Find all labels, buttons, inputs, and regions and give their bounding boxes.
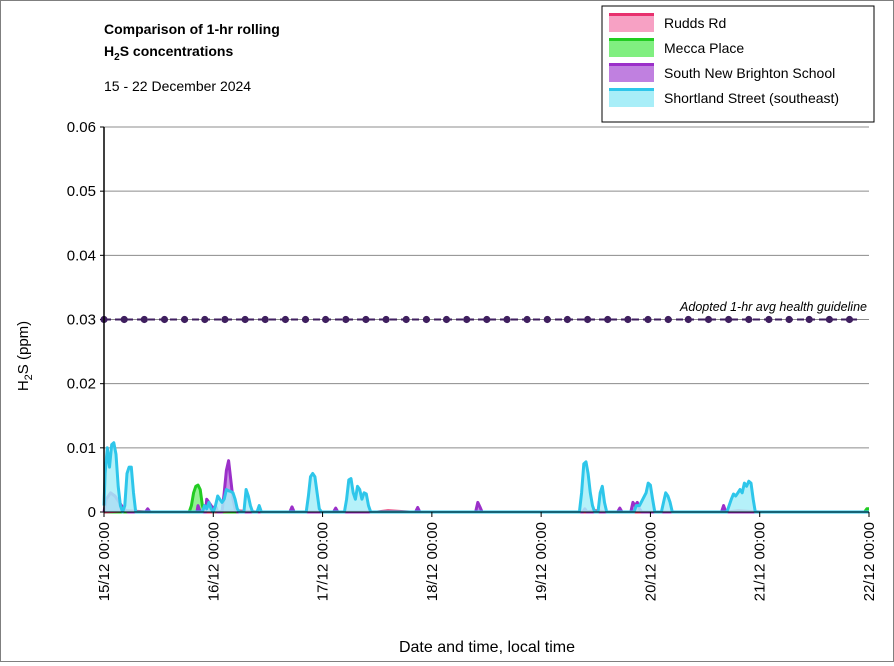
guideline-marker <box>241 315 249 324</box>
guideline-marker <box>483 315 491 324</box>
legend: Rudds Rd Mecca Place South New Brighton Sc… <box>601 5 875 123</box>
guideline-marker <box>201 315 209 324</box>
x-tick-label: 20/12 00:00 <box>642 522 659 601</box>
x-tick-label: 15/12 00:00 <box>96 522 113 601</box>
y-tick-label: 0.03 <box>67 312 96 329</box>
guideline-marker <box>181 315 189 324</box>
guideline-marker <box>584 315 592 324</box>
guideline-marker <box>463 315 471 324</box>
guideline-marker <box>322 315 330 324</box>
y-tick-label: 0.06 <box>67 119 96 136</box>
legend-swatch <box>609 88 654 107</box>
guideline-marker <box>503 315 511 324</box>
guideline-marker <box>624 315 632 324</box>
guideline-marker <box>563 315 572 324</box>
guideline-label: Adopted 1-hr avg health guideline <box>679 300 867 314</box>
guideline-marker <box>543 315 551 324</box>
guideline-marker <box>422 315 430 324</box>
guideline-marker <box>604 315 612 324</box>
series-areas <box>102 441 869 514</box>
legend-swatch <box>609 38 654 57</box>
y-axis-title: H2S (ppm) <box>15 321 35 391</box>
x-tick-label: 22/12 00:00 <box>861 522 878 601</box>
guideline-marker <box>362 315 370 324</box>
y-tick-label: 0.04 <box>67 247 96 264</box>
guideline-marker <box>805 315 813 324</box>
x-tick-label: 18/12 00:00 <box>424 522 441 601</box>
guideline-marker <box>684 315 692 324</box>
guideline-marker <box>704 315 713 324</box>
guideline-marker <box>845 315 854 324</box>
guideline-marker <box>644 315 652 324</box>
guideline-marker <box>261 315 269 324</box>
legend-label: Rudds Rd <box>664 15 726 31</box>
legend-swatch <box>609 63 654 82</box>
guideline-marker <box>221 315 229 324</box>
chart-title-line1: Comparison of 1-hr rolling <box>104 21 280 37</box>
guideline-marker <box>785 315 793 324</box>
guideline-marker <box>382 315 390 324</box>
guideline-marker <box>140 315 148 324</box>
guideline-marker <box>745 315 753 324</box>
guideline-marker <box>664 315 672 324</box>
legend-label: Mecca Place <box>664 40 744 56</box>
axes <box>103 127 869 513</box>
y-tick-labels: 0 0.01 0.02 0.03 0.04 0.05 0.06 <box>67 119 96 521</box>
y-tick-label: 0.02 <box>67 376 96 393</box>
guideline-marker <box>120 315 128 324</box>
y-tick-label: 0 <box>88 504 96 521</box>
guideline-marker <box>765 315 773 324</box>
guideline-marker <box>402 315 410 324</box>
guideline-marker <box>442 315 451 324</box>
guideline-marker <box>342 315 350 324</box>
x-axis-title: Date and time, local time <box>399 639 575 656</box>
legend-swatch <box>609 13 654 32</box>
y-tick-label: 0.01 <box>67 440 96 457</box>
y-tick-label: 0.05 <box>67 183 96 200</box>
x-tick-labels: 15/12 00:00 16/12 00:00 17/12 00:00 18/12 0… <box>96 512 878 601</box>
legend-label: Shortland Street (southeast) <box>664 90 839 106</box>
chart-subtitle: 15 - 22 December 2024 <box>104 78 251 94</box>
x-tick-label: 17/12 00:00 <box>315 522 332 601</box>
chart-title-line2: H2S concentrations <box>104 43 233 63</box>
guideline-marker <box>281 315 289 324</box>
guideline-marker <box>160 315 169 324</box>
x-tick-label: 16/12 00:00 <box>205 522 222 601</box>
guideline-marker <box>825 315 834 324</box>
guideline-marker <box>725 315 733 324</box>
guideline-marker <box>523 315 531 324</box>
x-tick-label: 21/12 00:00 <box>752 522 769 601</box>
series-line <box>102 441 869 514</box>
x-tick-label: 19/12 00:00 <box>533 522 550 601</box>
health-guideline <box>100 315 857 324</box>
legend-label: South New Brighton School <box>664 65 835 81</box>
guideline-marker <box>301 315 310 324</box>
